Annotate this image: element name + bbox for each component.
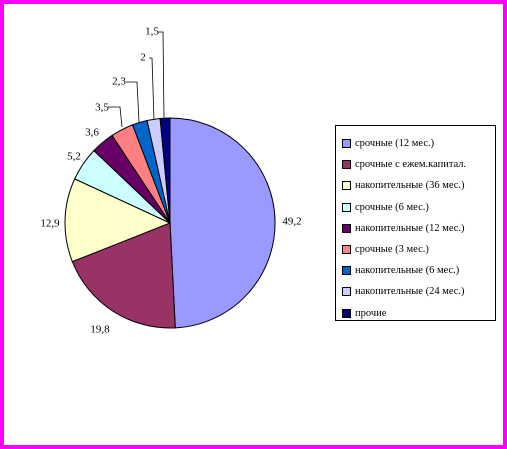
legend-swatch (342, 181, 351, 191)
leader-line (149, 57, 155, 121)
legend-swatch (342, 245, 351, 255)
leader-line (108, 106, 123, 128)
legend-swatch (342, 266, 351, 276)
data-label: 3,6 (85, 127, 99, 139)
legend-item: накопительные (24 мес.) (342, 281, 495, 302)
legend-swatch (342, 160, 351, 170)
legend-swatch (342, 223, 351, 233)
legend-item: накопительные (12 мес.) (342, 218, 495, 239)
legend-label: накопительные (6 мес.) (355, 265, 460, 277)
pie-slice (71, 222, 176, 329)
legend-label: прочие (355, 307, 387, 319)
legend-label: накопительные (12 мес.) (355, 222, 465, 234)
legend-label: накопительные (36 мес.) (355, 180, 465, 192)
legend-label: накопительные (24 мес.) (355, 286, 465, 298)
legend-swatch (342, 308, 351, 318)
legend-item: срочные (6 мес.) (342, 197, 495, 218)
data-label: 3,5 (95, 102, 109, 114)
data-label: 12,9 (40, 218, 60, 230)
legend-label: срочные (3 мес.) (355, 244, 429, 256)
data-label: 1,5 (145, 26, 159, 38)
pie-slice (159, 117, 171, 224)
legend-swatch (342, 287, 351, 297)
leader-line (126, 81, 140, 123)
leader-line (158, 31, 165, 120)
legend-item: срочные (12 мес.) (342, 133, 495, 154)
legend-item: прочие (342, 303, 495, 324)
legend-swatch (342, 202, 351, 212)
legend-label: срочные (12 мес.) (355, 138, 435, 150)
pie-slice (169, 117, 276, 329)
legend-item: накопительные (6 мес.) (342, 260, 495, 281)
legend-swatch (342, 139, 351, 149)
legend: срочные (12 мес.) срочные с ежем.капитал.… (335, 125, 496, 321)
legend-label: срочные с ежем.капитал. (355, 159, 467, 171)
legend-item: накопительные (36 мес.) (342, 175, 495, 196)
data-label: 5,2 (67, 151, 81, 163)
legend-item: срочные (3 мес.) (342, 239, 495, 260)
data-label: 19,8 (90, 324, 110, 336)
legend-label: срочные (6 мес.) (355, 201, 429, 213)
legend-item: срочные с ежем.капитал. (342, 154, 495, 175)
data-label: 2,3 (112, 76, 126, 88)
pie-slice (64, 178, 172, 263)
data-label: 49,2 (282, 216, 301, 228)
data-label: 2 (140, 52, 146, 64)
